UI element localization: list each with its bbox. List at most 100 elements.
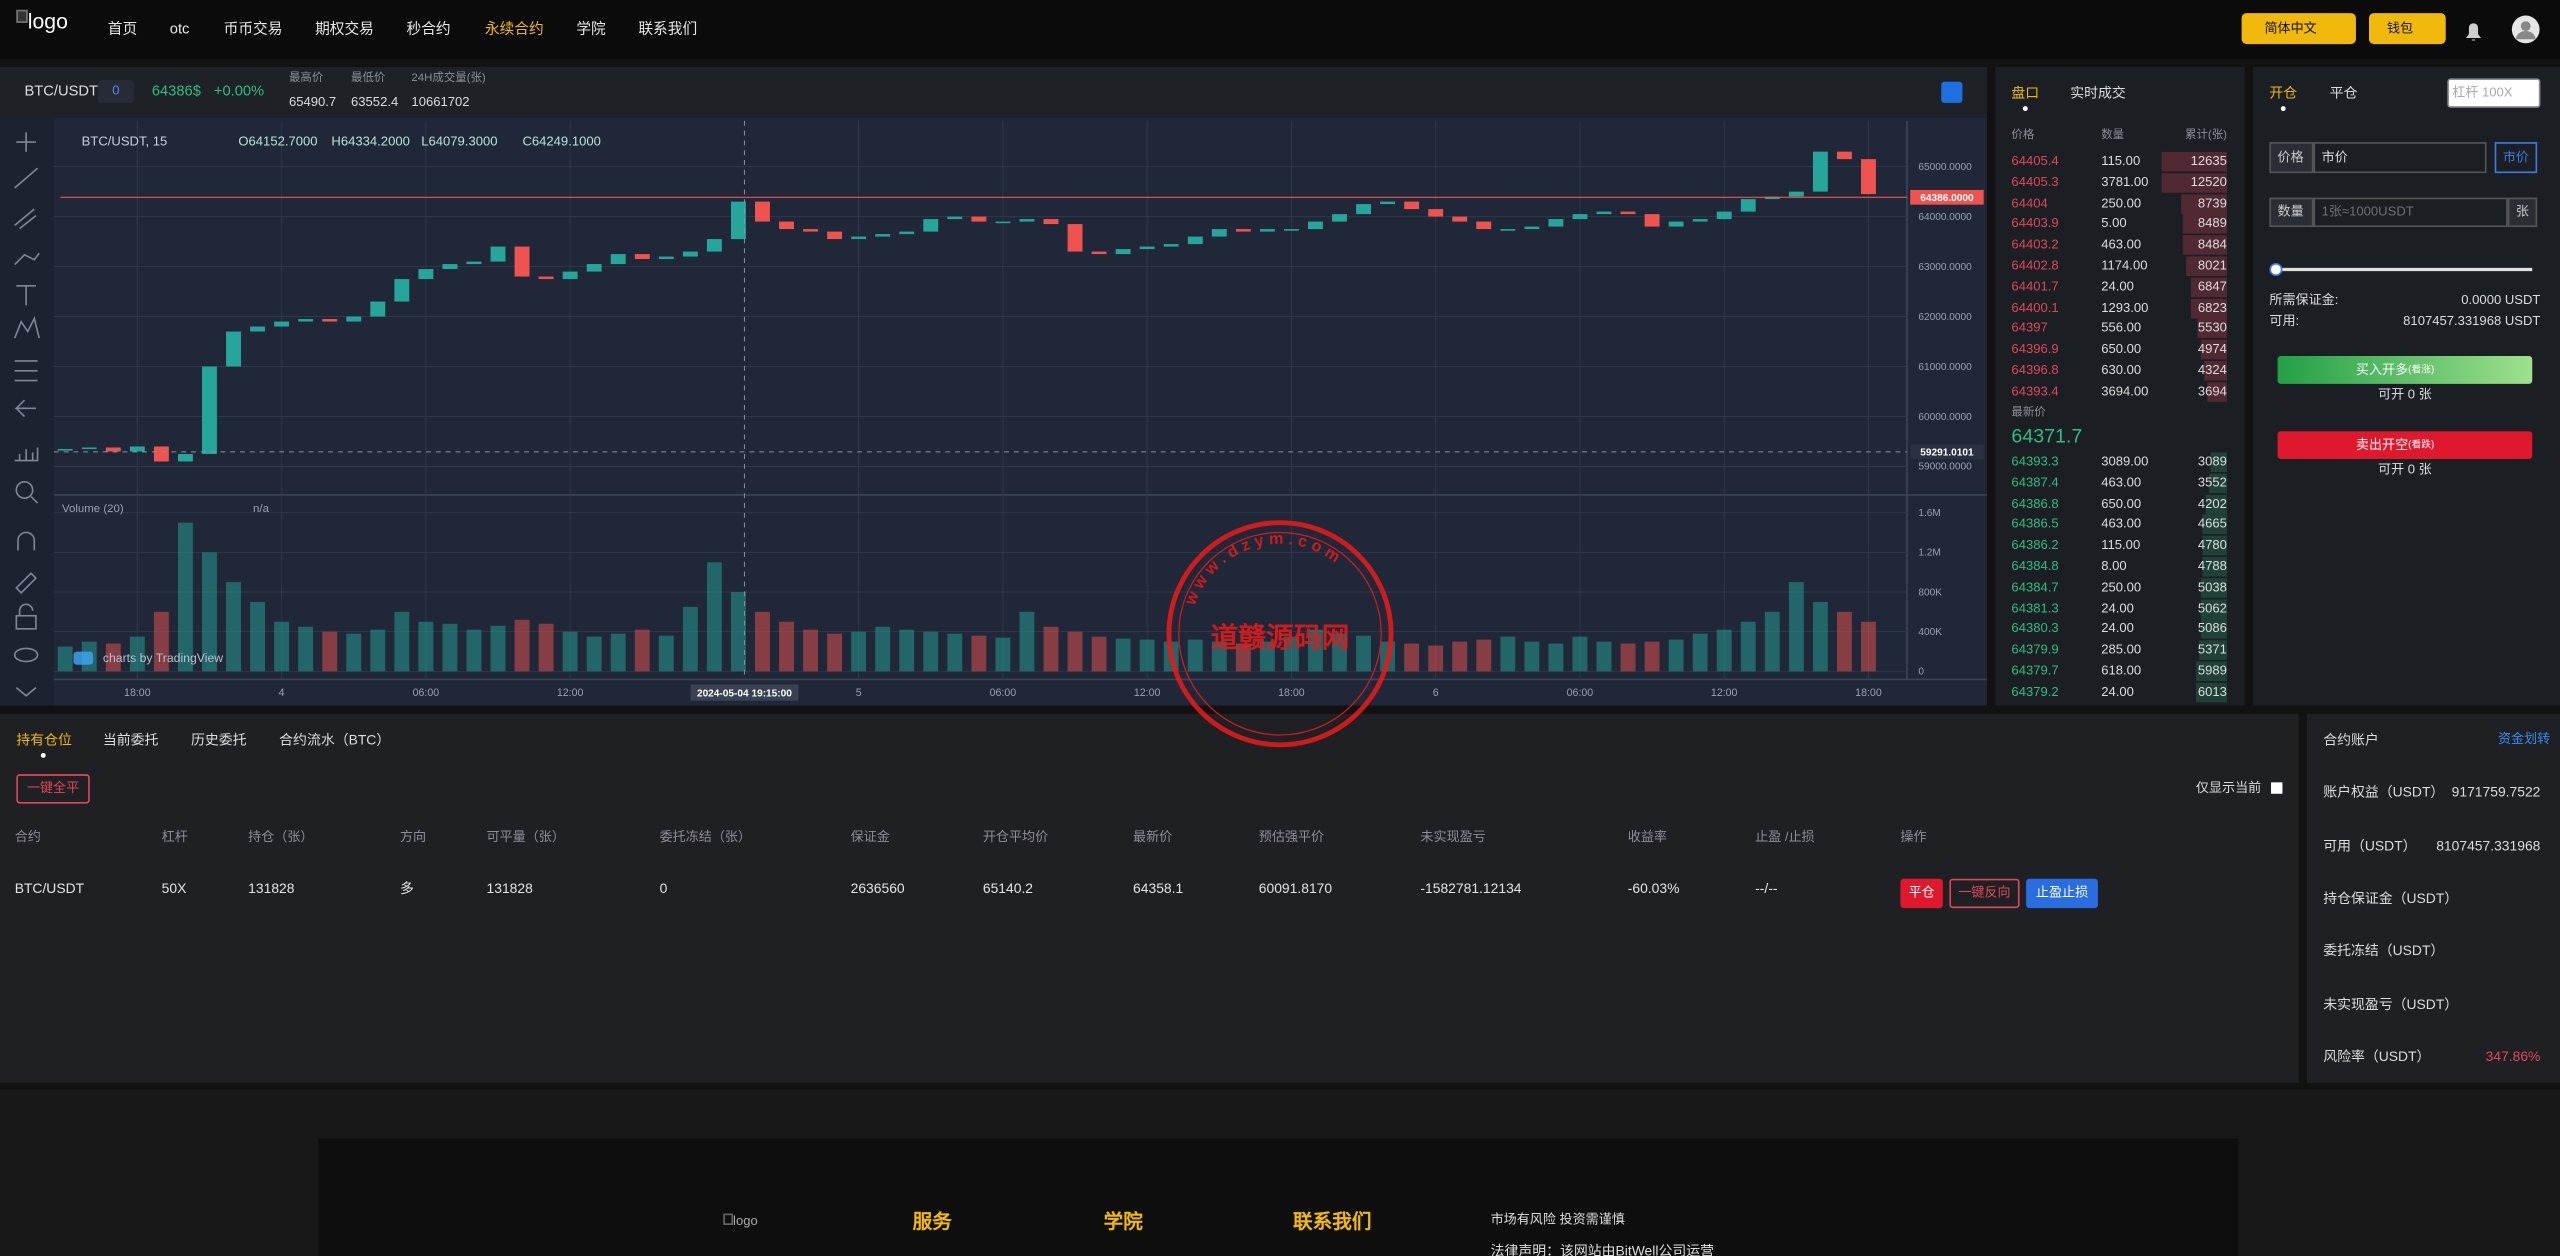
candle xyxy=(538,276,554,280)
bids-total: 3089 xyxy=(2197,454,2227,469)
action-button[interactable] xyxy=(1900,878,1943,909)
table-header: 开仓平均价 xyxy=(982,829,1049,845)
candle xyxy=(490,246,506,262)
qty-unit-box xyxy=(2507,197,2538,228)
sell-text[interactable]: 卖出开空 xyxy=(2355,436,2409,452)
language-text[interactable]: 简体中文 xyxy=(2264,21,2317,36)
table-header: 合约 xyxy=(14,829,41,845)
nav-link[interactable]: 期权交易 xyxy=(315,20,374,37)
market-button[interactable] xyxy=(2494,142,2538,174)
candle xyxy=(1211,229,1227,237)
x-tick-label: 5 xyxy=(856,687,862,699)
nav-link[interactable]: 永续合约 xyxy=(484,20,544,37)
candle xyxy=(274,321,290,327)
slider-track[interactable] xyxy=(2275,267,2533,272)
candle xyxy=(1740,199,1756,212)
order-tab[interactable]: 开仓 xyxy=(2269,84,2298,101)
orderbook-tab[interactable]: 实时成交 xyxy=(2070,84,2126,101)
orderbook-tab[interactable]: 盘口 xyxy=(2011,84,2040,101)
candle xyxy=(827,231,843,240)
market-button-text[interactable]: 市价 xyxy=(2502,149,2529,165)
wallet-button[interactable] xyxy=(2368,13,2446,45)
asks-quantity: 24.00 xyxy=(2101,278,2134,294)
asks-price: 64396.9 xyxy=(2011,341,2059,357)
volume-bar xyxy=(610,633,626,672)
volume-bar xyxy=(1091,636,1107,672)
asks-total: 6847 xyxy=(2197,278,2227,294)
candle xyxy=(1524,226,1540,230)
asks-price: 64400.1 xyxy=(2011,299,2059,315)
fullscreen-button[interactable] xyxy=(1941,81,1963,103)
nav-icons[interactable] xyxy=(2457,15,2555,48)
buy-hint[interactable]: (看涨) xyxy=(2408,365,2435,376)
volume-bar xyxy=(634,629,650,672)
transfer-link[interactable]: 资金划转 xyxy=(2497,731,2551,747)
position-tab[interactable]: 当前委托 xyxy=(102,731,159,748)
nav-link[interactable]: otc xyxy=(169,20,190,37)
badge-text: 0 xyxy=(112,83,120,98)
crosshair-time-tag xyxy=(690,684,799,701)
volume-bar xyxy=(682,606,698,672)
buy-text[interactable]: 买入开多 xyxy=(2355,361,2409,377)
sell-hint[interactable]: (看跌) xyxy=(2408,440,2435,451)
top-nav xyxy=(0,0,2560,59)
candle xyxy=(1836,151,1852,160)
asks-total: 6823 xyxy=(2197,299,2227,315)
candle xyxy=(971,216,987,222)
volume-bar xyxy=(370,629,386,672)
order-tab[interactable]: 平仓 xyxy=(2329,84,2358,101)
volume-bar xyxy=(1764,611,1780,672)
asks-price: 64402.8 xyxy=(2011,258,2059,273)
wallet-text[interactable]: 钱包 xyxy=(2386,21,2414,36)
action-text[interactable]: 平仓 xyxy=(1908,885,1935,900)
x-tick-label: 12:00 xyxy=(1134,687,1161,699)
leverage-text[interactable]: 杠杆 100X xyxy=(2452,84,2513,100)
nav-link[interactable]: 学院 xyxy=(576,20,606,37)
bids-total: 4788 xyxy=(2197,558,2227,574)
leverage-box[interactable] xyxy=(2447,78,2541,108)
bids-quantity: 115.00 xyxy=(2101,537,2141,553)
asks-quantity: 5.00 xyxy=(2101,216,2127,231)
qty-label: 数量 xyxy=(2277,204,2304,219)
depth-bar xyxy=(2195,682,2227,702)
nav-link[interactable]: 首页 xyxy=(107,20,138,37)
price-input[interactable] xyxy=(2313,142,2487,174)
position-tab[interactable]: 历史委托 xyxy=(191,731,247,748)
price-input-text[interactable]: 市价 xyxy=(2321,149,2348,165)
sell-button[interactable] xyxy=(2277,431,2533,459)
stat-value: 63552.4 xyxy=(351,94,399,110)
action-text[interactable]: 一键反向 xyxy=(1958,885,2011,900)
asks-quantity: 463.00 xyxy=(2101,237,2142,252)
tab-dot xyxy=(2280,106,2286,112)
only-current-checkbox[interactable] xyxy=(2271,782,2283,794)
action-text[interactable]: 止盈止损 xyxy=(2035,885,2089,900)
language-button[interactable] xyxy=(2241,13,2356,45)
qty-input[interactable] xyxy=(2313,197,2508,228)
table-cell: 60091.8170 xyxy=(1258,879,1333,897)
account-label: 可用（USDT） xyxy=(2323,837,2417,854)
volume-tick-label: 1.6M xyxy=(1918,508,1940,519)
action-button[interactable] xyxy=(1949,878,2020,909)
attribution: charts by TradingView xyxy=(102,650,224,666)
only-current-label[interactable]: 仅显示当前 xyxy=(2195,780,2262,796)
candle xyxy=(1668,221,1684,227)
close-all-button[interactable] xyxy=(16,774,90,804)
slider-knob[interactable] xyxy=(2269,262,2283,277)
nav-link[interactable]: 币币交易 xyxy=(223,20,283,37)
action-button[interactable] xyxy=(2026,878,2098,909)
close-all-text[interactable]: 一键全平 xyxy=(26,780,80,796)
position-tab[interactable]: 持有仓位 xyxy=(16,731,72,748)
buy-button[interactable] xyxy=(2277,356,2533,384)
volume-bar xyxy=(947,633,963,672)
candle xyxy=(1115,249,1131,255)
nav-link[interactable]: 秒合约 xyxy=(406,20,451,37)
position-tab[interactable]: 合约流水（BTC） xyxy=(279,731,391,748)
qty-placeholder[interactable]: 1张≈1000USDT xyxy=(2321,204,2414,219)
nav-link[interactable]: 联系我们 xyxy=(638,20,698,37)
footer-logo-icon xyxy=(723,1213,734,1225)
candle xyxy=(1861,159,1876,195)
volume-bar xyxy=(1548,643,1564,672)
account-panel xyxy=(2306,713,2560,1083)
table-cell: --/-- xyxy=(1755,879,1778,897)
